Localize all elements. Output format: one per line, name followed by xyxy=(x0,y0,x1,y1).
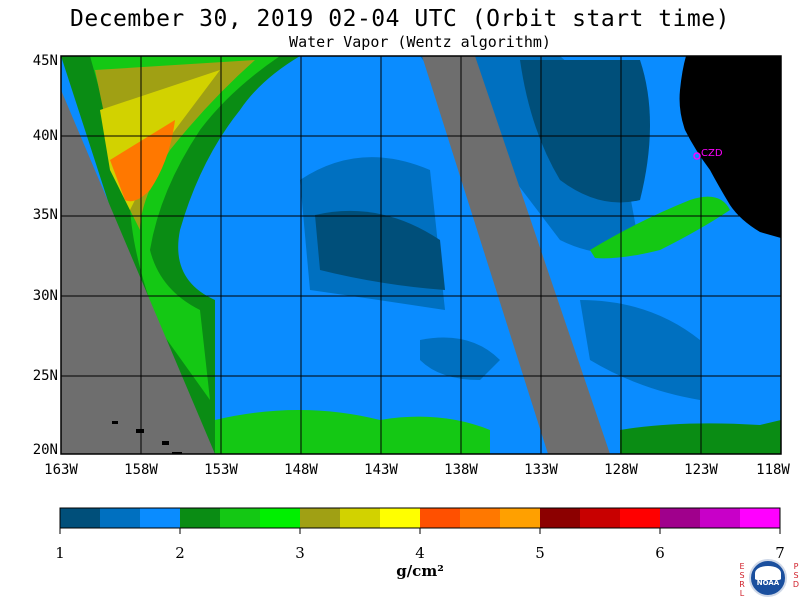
lat-label: 20N xyxy=(32,442,58,458)
island-kauai xyxy=(112,421,118,424)
island-oahu xyxy=(136,429,144,433)
colorbar xyxy=(59,507,781,534)
no-data-gap-west xyxy=(61,56,215,454)
moist-filament-coast xyxy=(590,196,730,259)
land-california xyxy=(679,56,781,238)
colorbar-swatch xyxy=(740,508,780,528)
map-frame xyxy=(60,55,782,455)
driest-region-northeast xyxy=(520,60,650,203)
colorbar-swatch xyxy=(620,508,660,528)
graticule xyxy=(61,56,781,454)
lon-label: 163W xyxy=(44,462,78,478)
colorbar-tick: 3 xyxy=(295,544,305,562)
colorbar-units: g/cm² xyxy=(396,562,444,580)
colorbar-swatch xyxy=(60,508,100,528)
colorbar-swatch xyxy=(500,508,540,528)
colorbar-tick: 6 xyxy=(655,544,665,562)
colorbar-swatch xyxy=(660,508,700,528)
noaa-logo: NOAA xyxy=(749,559,787,597)
lon-label: 128W xyxy=(604,462,638,478)
station-circle xyxy=(693,152,701,160)
moist-plume-orange xyxy=(110,120,175,202)
island-big-island xyxy=(172,452,182,454)
lat-label: 25N xyxy=(32,368,58,384)
lon-label: 118W xyxy=(756,462,790,478)
colorbar-swatch xyxy=(300,508,340,528)
dry-region-southeast xyxy=(580,300,700,400)
no-data-gap-central xyxy=(422,56,610,454)
colorbar-swatch xyxy=(540,508,580,528)
map-field xyxy=(61,56,781,454)
island-maui xyxy=(162,441,169,445)
lon-label: 148W xyxy=(284,462,318,478)
colorbar-tick: 2 xyxy=(175,544,185,562)
lon-label: 123W xyxy=(684,462,718,478)
colorbar-tick: 4 xyxy=(415,544,425,562)
colorbar-swatch xyxy=(180,508,220,528)
colorbar-tick: 7 xyxy=(775,544,785,562)
lon-label: 158W xyxy=(124,462,158,478)
colorbar-swatch xyxy=(580,508,620,528)
chart-subtitle: Water Vapor (Wentz algorithm) xyxy=(289,33,551,51)
lat-label: 35N xyxy=(32,207,58,223)
colorbar-tick: 5 xyxy=(535,544,545,562)
colorbar-swatch xyxy=(220,508,260,528)
noaa-logo-text: NOAA xyxy=(756,579,780,587)
chart-title: December 30, 2019 02-04 UTC (Orbit start… xyxy=(70,6,730,32)
lon-label: 143W xyxy=(364,462,398,478)
moist-band-south xyxy=(215,410,490,454)
lat-label: 45N xyxy=(32,53,58,69)
station-marker: CZD xyxy=(693,148,723,160)
colorbar-swatch xyxy=(340,508,380,528)
driest-region-central xyxy=(315,210,445,290)
lat-label: 30N xyxy=(32,288,58,304)
colorbar-swatch xyxy=(380,508,420,528)
lon-label: 153W xyxy=(204,462,238,478)
colorbar-swatch xyxy=(420,508,460,528)
colorbar-tick: 1 xyxy=(55,544,65,562)
lat-label: 40N xyxy=(32,128,58,144)
lon-label: 133W xyxy=(524,462,558,478)
colorbar-swatch xyxy=(260,508,300,528)
noaa-bird-icon xyxy=(755,566,781,580)
colorbar-swatch xyxy=(460,508,500,528)
lon-label: 138W xyxy=(444,462,478,478)
station-label: CZD xyxy=(701,148,723,159)
colorbar-swatch xyxy=(700,508,740,528)
colorbar-swatch xyxy=(140,508,180,528)
dry-patch-south xyxy=(420,337,500,380)
colorbar-swatch xyxy=(100,508,140,528)
